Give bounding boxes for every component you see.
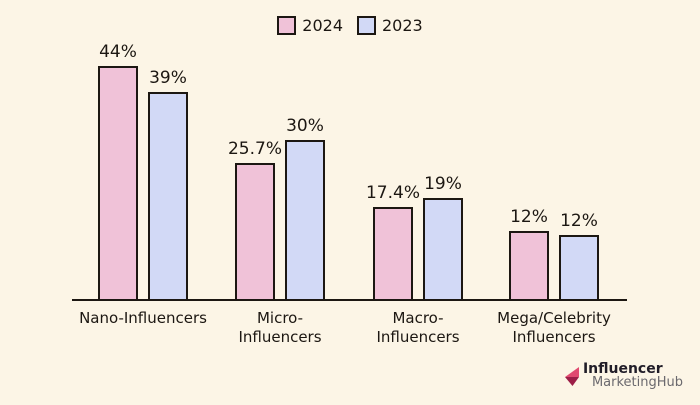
bar-2023-category-0 [148, 92, 188, 299]
bar-2023-category-3 [559, 235, 599, 299]
bar-chart: 44% 39% 25.7% 30% 17.4% 19% 12% 12% [72, 0, 627, 301]
value-label-2023-category-2: 19% [424, 174, 462, 194]
bar-2024-category-1 [235, 163, 275, 299]
category-label-line: Micro- [256, 309, 304, 327]
legend-label-2023: 2023 [382, 16, 423, 35]
x-axis-labels: Nano-Influencers Micro- Influencers Macro- I… [76, 309, 623, 353]
value-label-2024-category-0: 44% [99, 42, 137, 62]
legend-swatch-2024-icon [277, 16, 297, 35]
value-label-2024-category-1: 25.7% [227, 139, 283, 159]
value-label-2024-category-2: 17.4% [365, 183, 421, 203]
legend-label-2024: 2024 [302, 16, 343, 35]
legend-item-2024: 2024 [277, 16, 343, 35]
logo-text-marketinghub: MarketingHub [591, 375, 683, 390]
influencer-marketinghub-logo: Influencer MarketingHub [564, 362, 683, 390]
category-label-0: Nano-Influencers [79, 309, 207, 328]
bar-2024-category-0 [98, 66, 138, 299]
value-label-2023-category-0: 39% [149, 68, 187, 88]
category-label-3: Mega/Celebrity Influencers [497, 309, 611, 347]
value-label-2023-category-1: 30% [286, 116, 324, 136]
bar-2023-category-1 [285, 140, 325, 299]
category-label-line: Influencers [238, 328, 322, 346]
logo-arrow-icon [564, 366, 579, 386]
category-label-1: Micro- Influencers [238, 309, 321, 347]
category-label-line: Mega/Celebrity [497, 309, 611, 327]
bar-2024-category-3 [509, 231, 549, 299]
logo-text-influencer: Influencer [582, 361, 663, 377]
legend: 2024 2023 [0, 16, 700, 35]
logo-text: Influencer MarketingHub [583, 362, 683, 390]
category-label-2: Macro- Influencers [376, 309, 459, 347]
category-label-line: Macro- [392, 309, 444, 327]
value-label-2024-category-3: 12% [510, 207, 548, 227]
x-axis-line [72, 299, 627, 301]
bar-2023-category-2 [423, 198, 463, 299]
category-label-line: Influencers [512, 328, 596, 346]
legend-swatch-2023-icon [357, 16, 376, 35]
category-label-line: Nano-Influencers [79, 309, 207, 327]
value-label-2023-category-3: 12% [560, 211, 598, 231]
legend-item-2023: 2023 [357, 16, 423, 35]
bar-2024-category-2 [373, 207, 413, 299]
category-label-line: Influencers [376, 328, 460, 346]
